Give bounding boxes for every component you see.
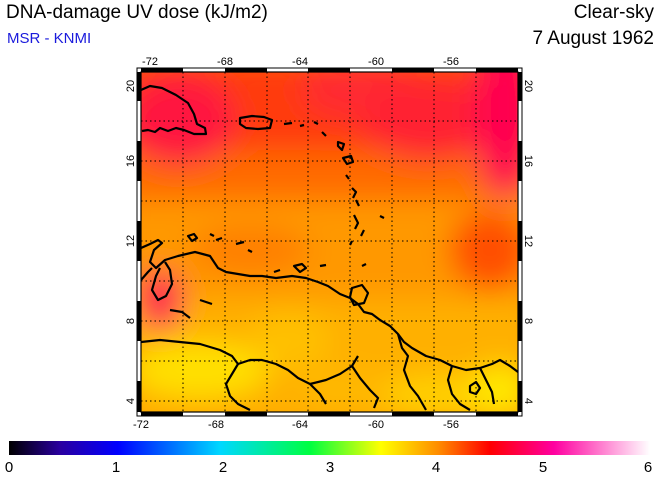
lat-label-right: 16 <box>522 155 534 167</box>
lon-label-top: -72 <box>142 56 158 68</box>
map-frame <box>136 67 523 417</box>
lon-label-bottom: -56 <box>443 419 459 431</box>
colorbar-label: 3 <box>325 459 335 476</box>
colorbar-label: 5 <box>538 459 548 476</box>
colorbar-label: 4 <box>431 459 441 476</box>
lat-label-left: 8 <box>125 318 137 324</box>
sky-condition-label: Clear-sky <box>573 2 654 23</box>
axis-labels: -72 -68 -64 -60 -56 -72 -68 -64 -60 -56 … <box>125 56 534 431</box>
lat-label-left: 20 <box>125 80 137 92</box>
lon-label-bottom: -60 <box>368 419 384 431</box>
lon-label-top: -56 <box>443 56 459 68</box>
lat-label-left: 12 <box>125 235 137 247</box>
colorbar <box>9 441 650 455</box>
uv-dose-field <box>141 72 518 412</box>
map-title: DNA-damage UV dose (kJ/m2) <box>6 2 268 23</box>
colorbar-gradient <box>9 441 650 455</box>
coastlines <box>141 84 518 411</box>
lat-label-right: 4 <box>522 398 534 404</box>
lon-label-top: -68 <box>217 56 233 68</box>
colorbar-label: 2 <box>218 459 228 476</box>
lat-label-right: 8 <box>522 318 534 324</box>
date-label: 7 August 1962 <box>532 28 655 49</box>
colorbar-label: 1 <box>111 459 121 476</box>
lon-label-top: -64 <box>292 56 308 68</box>
lon-label-bottom: -64 <box>292 419 308 431</box>
colorbar-label: 0 <box>4 459 14 476</box>
colorbar-label: 6 <box>643 459 653 476</box>
lat-label-right: 20 <box>522 80 534 92</box>
lon-label-bottom: -68 <box>208 419 224 431</box>
lat-label-left: 16 <box>125 155 137 167</box>
lon-label-bottom: -72 <box>133 419 149 431</box>
data-source-label: MSR - KNMI <box>7 30 92 47</box>
lat-label-right: 12 <box>522 235 534 247</box>
lat-label-left: 4 <box>125 398 137 404</box>
lon-label-top: -60 <box>368 56 384 68</box>
